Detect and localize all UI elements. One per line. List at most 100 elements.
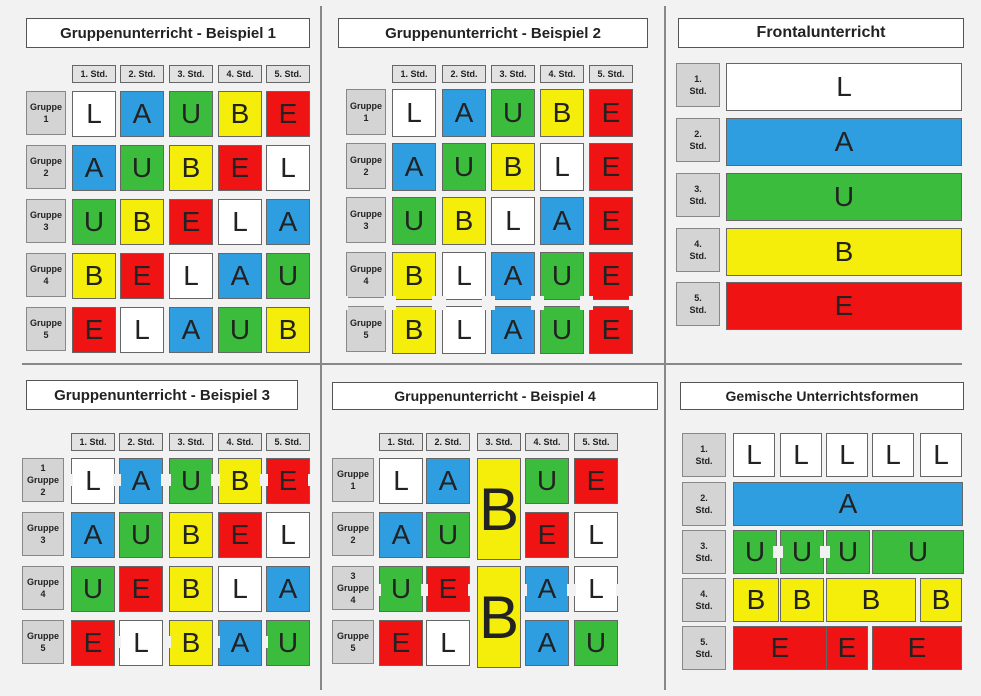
divider-horizontal [22, 363, 962, 365]
panel6-title: Gemische Unterrichtsformen [680, 382, 964, 410]
panel2-hour-header: 5. Std. [589, 65, 633, 83]
panel4-cell: A [71, 512, 115, 558]
panel1-group-label: Gruppe 5 [26, 307, 66, 351]
panel1-hour-header: 1. Std. [72, 65, 116, 83]
panel4-hour-header: 5. Std. [266, 433, 310, 451]
panel5-cell: L [379, 458, 423, 504]
panel1-cell: B [218, 91, 262, 137]
panel4-group-label: Gruppe 5 [22, 620, 64, 664]
panel1-cell: U [266, 253, 310, 299]
panel2-cell: U [540, 252, 584, 300]
panel3-hour-label: 4. Std. [676, 228, 720, 272]
connector-gap [308, 474, 314, 486]
panel4-cell: L [218, 566, 262, 612]
panel2-cell: L [442, 306, 486, 354]
connector-gap [344, 296, 348, 310]
panel2-cell: B [442, 197, 486, 245]
panel6-cell: U [826, 530, 870, 574]
panel3-title: Frontalunterricht [678, 18, 964, 48]
connector-gap [115, 636, 121, 648]
panel4-group-label: 1 Gruppe 2 [22, 458, 64, 502]
panel5-hour-header: 4. Std. [525, 433, 569, 451]
panel1-cell: A [266, 199, 310, 245]
panel2-cell: L [392, 89, 436, 137]
connector-gap [165, 636, 171, 648]
connector-gap [262, 474, 268, 486]
panel1-cell: L [169, 253, 213, 299]
panel5-big-cell: B [477, 566, 521, 668]
panel4-cell: B [169, 566, 213, 612]
panel6-cell: L [872, 433, 914, 477]
panel4-hour-header: 1. Std. [71, 433, 115, 451]
connector-gap [538, 296, 544, 310]
panel5-cell: L [574, 512, 618, 558]
panel5-title: Gruppenunterricht - Beispiel 4 [332, 382, 658, 410]
connector-gap [773, 546, 783, 558]
panel4-cell: U [71, 566, 115, 612]
panel6-cell: B [733, 578, 779, 622]
panel5-cell: A [426, 458, 470, 504]
connector-gap [616, 584, 622, 596]
panel6-cell: B [920, 578, 962, 622]
panel4-cell: U [266, 620, 310, 666]
panel4-cell: E [71, 620, 115, 666]
panel2-cell: B [392, 252, 436, 300]
panel1-cell: U [72, 199, 116, 245]
panel1-title: Gruppenunterricht - Beispiel 1 [26, 18, 310, 48]
panel6-cell: L [920, 433, 962, 477]
panel6-hour-label: 3. Std. [682, 530, 726, 574]
panel4-cell: A [218, 620, 262, 666]
panel1-group-label: Gruppe 3 [26, 199, 66, 243]
connector-gap [422, 584, 428, 596]
panel2-cell: U [392, 197, 436, 245]
panel1-cell: B [72, 253, 116, 299]
panel1-cell: E [218, 145, 262, 191]
panel2-cell: L [540, 143, 584, 191]
panel4-cell: L [119, 620, 163, 666]
panel4-cell: U [119, 512, 163, 558]
panel5-cell: A [525, 566, 569, 612]
panel6-hour-label: 1. Std. [682, 433, 726, 477]
panel1-group-label: Gruppe 1 [26, 91, 66, 135]
panel4-group-label: Gruppe 4 [22, 566, 64, 610]
panel4-group-label: Gruppe 3 [22, 512, 64, 556]
connector-gap [531, 296, 537, 310]
panel6-cell: E [826, 626, 868, 670]
panel6-cell: B [826, 578, 916, 622]
panel5-hour-header: 5. Std. [574, 433, 618, 451]
panel3-cell: B [726, 228, 962, 276]
panel2-group-label: Gruppe 2 [346, 143, 386, 189]
panel3-hour-label: 2. Std. [676, 118, 720, 162]
panel5-big-cell: B [477, 458, 521, 560]
panel5-cell: E [426, 566, 470, 612]
connector-gap [384, 296, 388, 310]
panel5-group-label: Gruppe 1 [332, 458, 374, 502]
panel6-hour-label: 5. Std. [682, 626, 726, 670]
connector-gap [161, 474, 167, 486]
panel2-cell: E [589, 143, 633, 191]
panel3-hour-label: 1. Std. [676, 63, 720, 107]
panel4-cell: A [119, 458, 163, 504]
panel2-cell: E [589, 89, 633, 137]
panel2-cell: U [442, 143, 486, 191]
panel2-cell: U [540, 306, 584, 354]
panel2-cell: L [442, 252, 486, 300]
panel1-cell: L [72, 91, 116, 137]
panel6-cell: L [780, 433, 822, 477]
panel3-cell: L [726, 63, 962, 111]
panel5-cell: U [379, 566, 423, 612]
connector-gap [214, 474, 220, 486]
connector-gap [521, 584, 527, 596]
panel2-cell: A [491, 252, 535, 300]
panel1-cell: A [218, 253, 262, 299]
panel4-cell: A [266, 566, 310, 612]
panel5-cell: L [426, 620, 470, 666]
panel1-group-label: Gruppe 4 [26, 253, 66, 297]
panel1-cell: E [169, 199, 213, 245]
panel2-cell: A [540, 197, 584, 245]
panel5-cell: U [525, 458, 569, 504]
panel6-cell: L [826, 433, 868, 477]
panel3-hour-label: 5. Std. [676, 282, 720, 326]
panel2-group-label: Gruppe 1 [346, 89, 386, 135]
panel4-title: Gruppenunterricht - Beispiel 3 [26, 380, 298, 410]
